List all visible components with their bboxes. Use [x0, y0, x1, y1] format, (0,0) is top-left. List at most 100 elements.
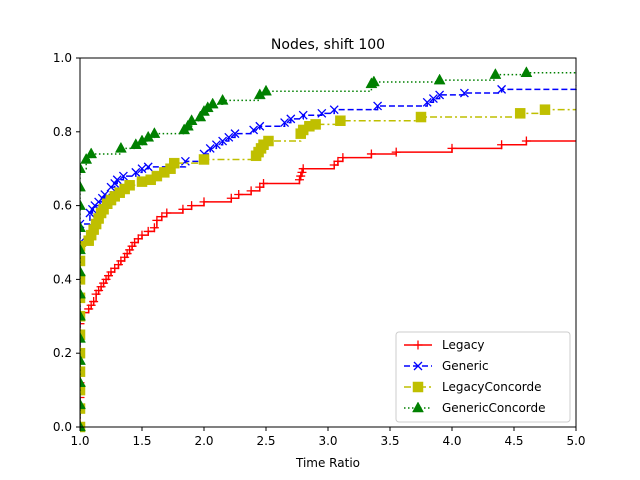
data-point-legacy: [234, 190, 244, 200]
x-tick-label: 2.0: [194, 434, 213, 448]
data-point-generic: [255, 121, 265, 131]
data-point-legacy: [110, 263, 120, 273]
legend: Legacy Generic LegacyConcorde GenericConcor…: [395, 331, 571, 423]
data-point-legacy: [143, 226, 153, 236]
axes-layer: 1.0 1.5 2.0 2.5 3.0 3.5 4.0 4.5 5.0 0.0 0.2 0.4 0.6 0…: [53, 51, 586, 448]
data-point-generic: [329, 105, 339, 115]
data-point-generic: [205, 143, 215, 153]
data-point-generic: [137, 164, 147, 174]
data-point-genericconcorde: [260, 84, 272, 96]
data-point-genericconcorde: [80, 243, 86, 255]
data-point-legacy: [133, 234, 143, 244]
data-point-legacy: [106, 267, 116, 277]
data-point-legacy: [199, 197, 209, 207]
data-point-generic: [286, 114, 296, 124]
data-point-legacy: [152, 215, 162, 225]
data-point-genericconcorde: [80, 199, 86, 210]
data-point-genericconcorde: [80, 309, 86, 321]
data-point-generic: [118, 171, 128, 181]
data-point-legacyconcorde: [80, 240, 86, 252]
data-point-legacyconcorde: [514, 108, 526, 119]
data-point-generic: [422, 97, 432, 107]
y-tick-label: 0.2: [53, 346, 72, 360]
data-point-generic: [280, 118, 290, 128]
data-point-legacy: [497, 140, 507, 150]
x-tick-label: 2.5: [256, 434, 275, 448]
data-point-generic: [131, 167, 141, 177]
data-point-genericconcorde: [114, 141, 127, 153]
legend-label: Generic: [442, 359, 489, 373]
data-point-legacy: [366, 149, 376, 159]
data-point-legacy: [259, 178, 269, 188]
y-tick-label: 1.0: [53, 51, 72, 65]
legend-box: [395, 331, 571, 423]
data-point-legacyconcorde: [80, 347, 86, 359]
data-point-genericconcorde: [520, 66, 533, 78]
data-point-legacy: [246, 186, 256, 196]
data-point-legacy: [137, 230, 147, 240]
plot-series-layer: [80, 66, 577, 433]
data-point-legacy: [80, 392, 85, 402]
data-point-legacy: [157, 212, 167, 222]
data-point-legacyconcorde: [80, 255, 86, 267]
data-point-legacy: [130, 238, 140, 247]
x-axis-label: Time Ratio: [295, 456, 360, 470]
data-point-legacyconcorde: [80, 384, 86, 396]
data-point-legacyconcorde: [124, 180, 135, 191]
data-point-legacy: [294, 175, 304, 185]
legend-swatch-marker: [412, 401, 424, 413]
series-genericconcorde: [80, 66, 576, 432]
data-point-legacy: [298, 164, 308, 174]
x-tick-label: 1.5: [132, 434, 151, 448]
data-point-genericconcorde: [148, 127, 161, 138]
data-point-generic: [459, 88, 469, 98]
legend-item-legacyconcorde: LegacyConcorde: [404, 380, 542, 394]
data-point-generic: [317, 108, 327, 118]
data-point-legacy: [447, 143, 457, 153]
data-point-generic: [497, 84, 507, 94]
data-point-legacy: [391, 147, 401, 157]
y-tick-label: 0.6: [53, 199, 72, 213]
data-point-generic: [230, 129, 240, 139]
data-point-generic: [224, 132, 234, 142]
data-point-generic: [112, 175, 122, 185]
data-point-genericconcorde: [80, 180, 86, 192]
legend-item-genericconcorde: GenericConcorde: [404, 401, 546, 415]
legend-item-legacy: Legacy: [404, 338, 485, 352]
x-tick-label: 4.5: [504, 434, 523, 448]
data-point-legacyconcorde: [168, 157, 180, 169]
data-point-legacyconcorde: [539, 104, 551, 115]
data-point-legacyconcorde: [80, 329, 86, 340]
x-tick-label: 4.0: [442, 434, 461, 448]
data-point-legacy: [296, 171, 306, 181]
data-point-genericconcorde: [80, 152, 93, 164]
data-point-genericconcorde: [367, 75, 380, 87]
x-tick-label: 5.0: [566, 434, 585, 448]
data-point-legacy: [116, 256, 126, 266]
data-point-legacy: [333, 156, 343, 166]
data-point-legacy: [329, 160, 339, 170]
data-point-legacy: [187, 201, 197, 211]
data-point-genericconcorde: [80, 221, 86, 232]
data-point-legacyconcorde: [198, 154, 210, 165]
data-point-legacy: [338, 153, 348, 163]
data-point-genericconcorde: [80, 162, 86, 173]
legend-swatch-marker: [413, 340, 423, 350]
data-point-genericconcorde: [206, 97, 219, 109]
legend-swatch-marker: [413, 361, 423, 371]
data-point-genericconcorde: [216, 93, 229, 105]
y-tick-label: 0.4: [53, 272, 72, 286]
data-point-genericconcorde: [80, 376, 86, 387]
data-point-legacy: [297, 167, 307, 177]
x-tick-label: 3.0: [318, 434, 337, 448]
data-point-legacy: [521, 136, 531, 146]
data-point-legacy: [149, 223, 159, 233]
data-point-genericconcorde: [489, 68, 502, 79]
data-point-legacyconcorde: [80, 366, 86, 377]
data-point-legacyconcorde: [415, 111, 427, 123]
y-tick-label: 0.0: [53, 420, 72, 434]
data-point-genericconcorde: [181, 119, 194, 131]
data-point-legacyconcorde: [310, 119, 321, 130]
data-point-generic: [211, 140, 221, 150]
